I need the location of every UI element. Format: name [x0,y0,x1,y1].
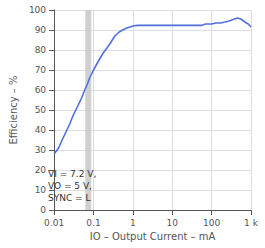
svg-text:10: 10 [35,185,47,195]
svg-text:40: 40 [35,125,47,135]
svg-text:1: 1 [130,218,136,228]
svg-text:30: 30 [35,145,47,155]
svg-text:0.1: 0.1 [86,218,100,228]
svg-text:100: 100 [203,218,220,228]
svg-text:VO = 5 V,: VO = 5 V, [48,181,92,191]
svg-text:0.01: 0.01 [44,218,64,228]
svg-text:0: 0 [40,205,46,215]
svg-text:60: 60 [35,85,47,95]
svg-text:90: 90 [35,25,47,35]
svg-text:70: 70 [35,65,47,75]
svg-text:100: 100 [29,5,46,15]
svg-text:Efficiency – %: Efficiency – % [8,75,19,144]
svg-text:VI = 7.2 V,: VI = 7.2 V, [48,169,96,179]
svg-text:80: 80 [35,45,47,55]
svg-text:10: 10 [167,218,179,228]
svg-text:50: 50 [35,105,47,115]
svg-text:SYNC = L: SYNC = L [48,193,91,203]
svg-text:20: 20 [35,165,47,175]
svg-text:1 k: 1 k [244,218,259,228]
svg-text:IO – Output Current – mA: IO – Output Current – mA [90,231,216,242]
